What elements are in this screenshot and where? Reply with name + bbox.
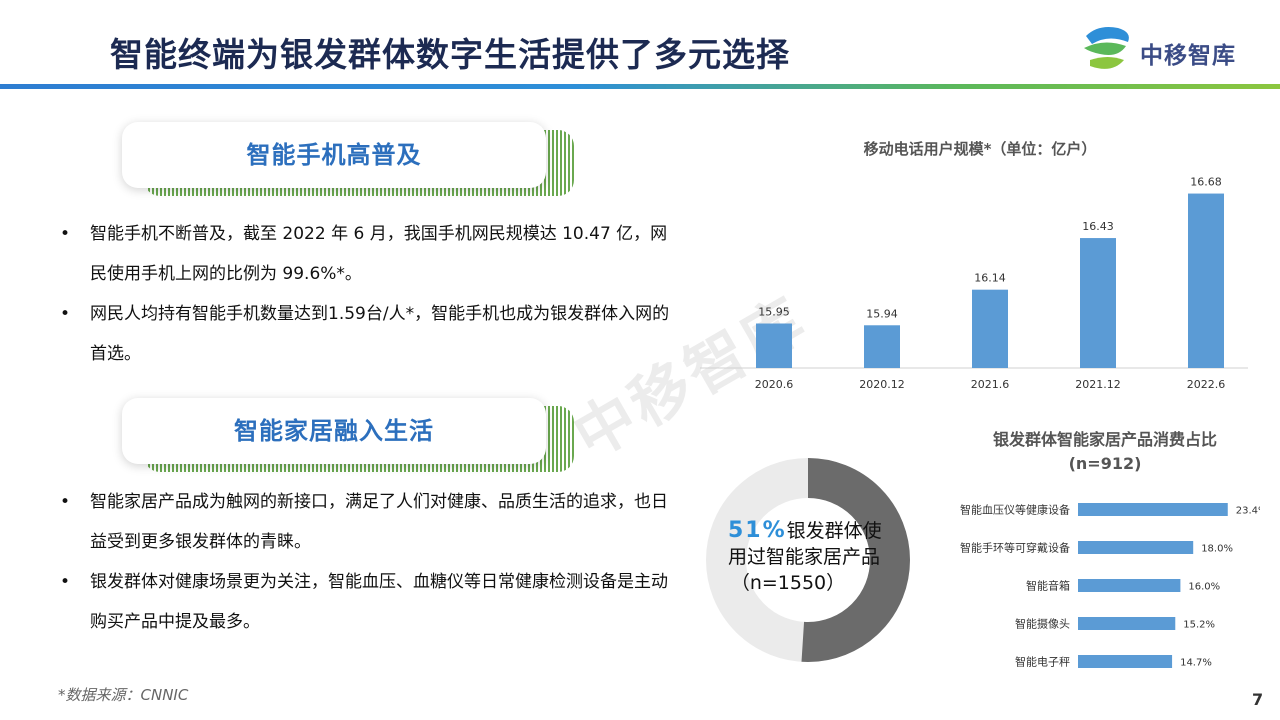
tick-label: 智能音箱 xyxy=(1026,579,1070,593)
page-number: 7 xyxy=(1252,690,1264,709)
smarthome-bar-chart: 智能血压仪等健康设备 23.4% 智能手环等可穿戴设备 18.0% 智能音箱 16.0% 智… xyxy=(960,503,1260,669)
tick-label: 2022.6 xyxy=(1187,378,1226,391)
bar xyxy=(756,323,792,368)
title-divider xyxy=(0,84,1280,89)
section-heading-smartphone: 智能手机高普及 xyxy=(122,122,574,196)
tick-label: 智能摄像头 xyxy=(1015,617,1070,631)
logo-icon xyxy=(1084,27,1129,69)
bullet-list-smartphone: 智能手机不断普及，截至 2022 年 6 月，我国手机网民规模达 10.47 亿… xyxy=(60,214,670,374)
data-label: 18.0% xyxy=(1201,544,1233,555)
logo-text: 中移智库 xyxy=(1140,43,1236,69)
data-label: 23.4% xyxy=(1236,506,1260,517)
tick-label: 2020.12 xyxy=(859,378,905,391)
chart-title: 银发群体智能家居产品消费占比(n=912) xyxy=(992,430,1217,473)
bar xyxy=(1188,193,1224,368)
donut-caption: 银发群体使用过智能家居产品 xyxy=(728,520,882,568)
logo: 中移智库 xyxy=(1078,22,1268,78)
data-label: 14.7% xyxy=(1180,658,1212,669)
bar xyxy=(1078,617,1176,630)
list-item: 智能家居产品成为触网的新接口，满足了人们对健康、品质生活的追求，也日益受到更多银… xyxy=(60,482,670,562)
bar xyxy=(1078,541,1194,554)
tick-label: 2021.6 xyxy=(971,378,1010,391)
tick-label: 2020.6 xyxy=(755,378,794,391)
list-item: 智能手机不断普及，截至 2022 年 6 月，我国手机网民规模达 10.47 亿… xyxy=(60,214,670,294)
data-label: 16.0% xyxy=(1188,582,1220,593)
data-label: 15.95 xyxy=(758,306,790,319)
tick-label: 智能血压仪等健康设备 xyxy=(960,503,1070,517)
data-label: 16.14 xyxy=(974,272,1006,285)
list-item: 网民人均持有智能手机数量达到1.59台/人*，智能手机也成为银发群体入网的首选。 xyxy=(60,294,670,374)
bar xyxy=(1078,503,1228,516)
data-label: 15.2% xyxy=(1183,620,1215,631)
donut-sample-size: （n=1550） xyxy=(730,572,846,594)
chart-title: 移动电话用户规模*（单位：亿户） xyxy=(863,140,1097,158)
section-heading-smarthome: 智能家居融入生活 xyxy=(122,398,574,472)
bar xyxy=(972,289,1008,368)
bar xyxy=(1080,238,1116,368)
bar xyxy=(1078,579,1181,592)
section-heading-label: 智能手机高普及 xyxy=(246,141,422,169)
donut-chart xyxy=(706,458,910,662)
donut-segment xyxy=(706,458,910,662)
mobile-users-bar-chart: 15.95 2020.6 15.94 2020.12 16.14 2021.6 16.43 2… xyxy=(700,176,1248,391)
section-heading-label: 智能家居融入生活 xyxy=(234,417,434,445)
page-title: 智能终端为银发群体数字生活提供了多元选择 xyxy=(110,35,790,74)
bar xyxy=(1078,655,1173,668)
tick-label: 智能电子秤 xyxy=(1015,655,1070,669)
donut-percentage: 51% xyxy=(728,518,787,543)
tick-label: 智能手环等可穿戴设备 xyxy=(960,541,1070,555)
data-label: 16.43 xyxy=(1082,220,1114,233)
data-label: 15.94 xyxy=(866,307,898,320)
donut-label: 51%银发群体使用过智能家居产品 （n=1550） xyxy=(728,518,888,596)
data-label: 16.68 xyxy=(1190,176,1222,189)
source-note: *数据来源：CNNIC xyxy=(58,686,189,704)
tick-label: 2021.12 xyxy=(1075,378,1121,391)
bullet-list-smarthome: 智能家居产品成为触网的新接口，满足了人们对健康、品质生活的追求，也日益受到更多银… xyxy=(60,482,670,642)
list-item: 银发群体对健康场景更为关注，智能血压、血糖仪等日常健康检测设备是主动购买产品中提… xyxy=(60,562,670,642)
bar xyxy=(864,325,900,368)
